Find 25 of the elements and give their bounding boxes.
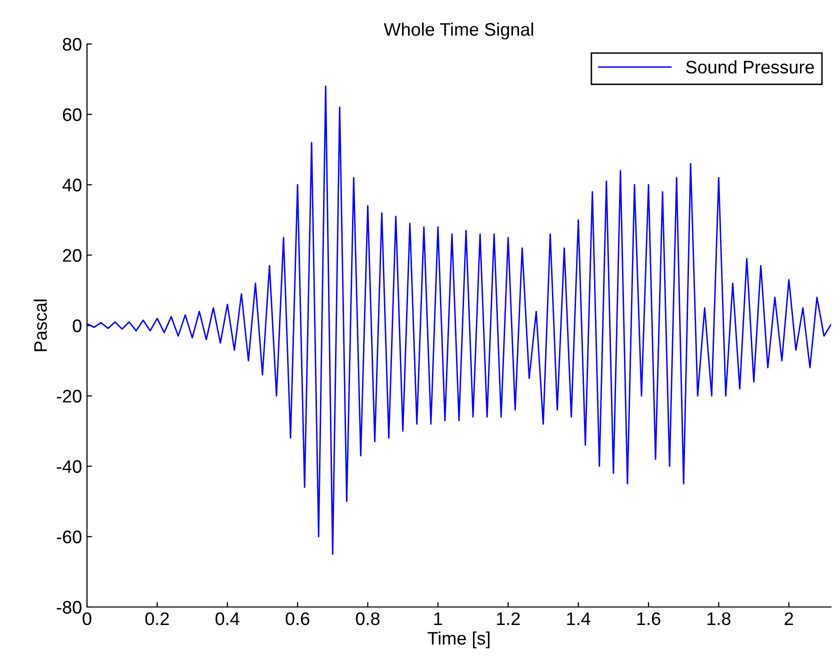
x-tick-label: 1.4 <box>567 612 590 625</box>
y-tick-label: -20 <box>56 390 82 403</box>
line-series <box>87 86 831 555</box>
y-tick-label: 40 <box>62 178 82 192</box>
y-tick-label: 60 <box>62 108 82 122</box>
y-tick-label: -80 <box>56 600 82 614</box>
y-tick-label: 80 <box>62 38 82 51</box>
x-tick-label: 0.4 <box>216 612 240 626</box>
y-axis-title: Pascal <box>34 300 47 352</box>
x-tick-label: 1.8 <box>708 612 730 626</box>
legend-label: Sound Pressure <box>686 60 814 74</box>
x-tick-label: 1 <box>434 612 442 625</box>
y-tick-label: -60 <box>56 530 82 544</box>
x-axis-title: Time [s] <box>428 631 490 648</box>
x-tick-label: 0 <box>82 612 92 626</box>
x-tick-label: 1.2 <box>496 612 520 625</box>
x-tick-label: 0.2 <box>145 612 169 626</box>
chart-title: Whole Time Signal <box>384 22 534 40</box>
y-tick-label: -40 <box>56 460 82 473</box>
x-tick-label: 0.8 <box>356 612 380 626</box>
y-tick-label: 0 <box>72 319 82 332</box>
x-tick-label: 2 <box>784 612 793 625</box>
x-tick-label: 0.6 <box>286 612 310 626</box>
x-tick-label: 1.6 <box>637 612 660 626</box>
y-tick-label: 20 <box>62 249 82 262</box>
